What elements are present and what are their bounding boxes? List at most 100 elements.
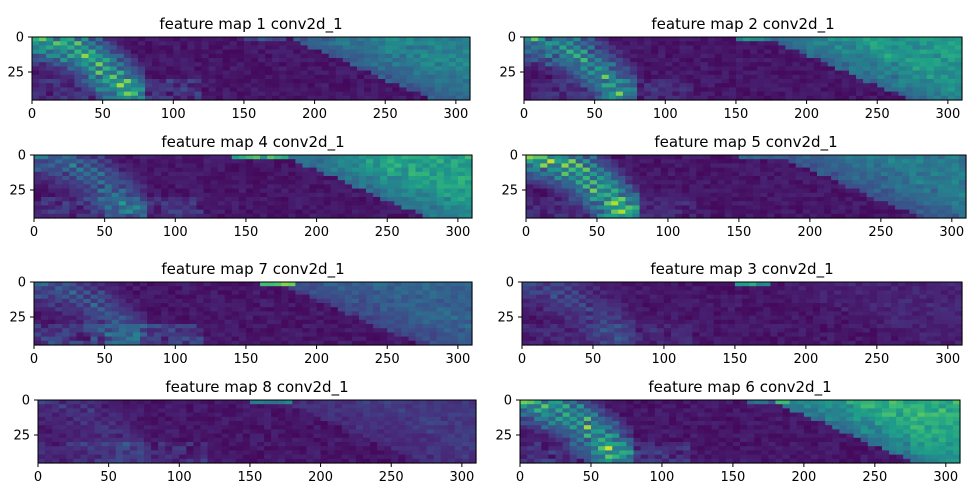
heatmap-cell <box>258 49 266 55</box>
heatmap-cell <box>302 167 311 173</box>
heatmap-cell <box>415 205 424 211</box>
heatmap-cell <box>380 180 388 185</box>
heatmap-cell <box>693 58 702 63</box>
heatmap-cell <box>137 83 146 88</box>
heatmap-cell <box>689 155 697 160</box>
heatmap-cell <box>700 91 709 97</box>
heatmap-cell <box>394 201 402 206</box>
heatmap-cell <box>434 37 443 42</box>
heatmap-cell <box>441 91 450 97</box>
heatmap-cell <box>834 70 843 76</box>
heatmap-cell <box>678 290 686 296</box>
heatmap-cell <box>413 74 422 80</box>
heatmap-cell <box>891 53 900 59</box>
heatmap-cell <box>159 79 167 84</box>
heatmap-cell <box>651 41 659 46</box>
heatmap-cell <box>573 45 582 51</box>
heatmap-cell <box>281 328 289 333</box>
heatmap-cell <box>161 192 169 198</box>
heatmap-cell <box>48 213 56 219</box>
heatmap-cell <box>154 307 162 312</box>
heatmap-cell <box>738 176 747 181</box>
heatmap-cell <box>611 180 619 185</box>
heatmap-cell <box>125 290 134 296</box>
heatmap-cell <box>947 70 956 76</box>
heatmap-cell <box>351 155 360 160</box>
heatmap-cell <box>792 83 801 88</box>
heatmap-cell <box>604 180 612 185</box>
heatmap-cell <box>764 45 772 51</box>
heatmap-cell <box>203 171 212 177</box>
heatmap-cell <box>245 155 254 160</box>
heatmap-cell <box>394 282 402 287</box>
heatmap-cell <box>710 188 719 194</box>
panel-title: feature map 5 conv2d_1 <box>654 133 837 152</box>
heatmap-cell <box>806 49 815 55</box>
heatmap-cell <box>743 41 751 46</box>
heatmap-cell <box>824 197 832 202</box>
heatmap-cell <box>229 74 238 80</box>
heatmap-cell <box>750 37 758 42</box>
heatmap-cell <box>448 45 457 51</box>
heatmap-cell <box>316 311 325 317</box>
heatmap-cell <box>887 180 896 185</box>
heatmap-cell <box>97 192 106 198</box>
heatmap-cell <box>302 303 311 308</box>
heatmap-cell <box>926 58 935 63</box>
heatmap-cell <box>243 74 252 80</box>
heatmap-cell <box>926 83 935 88</box>
heatmap-cell <box>69 176 77 181</box>
heatmap-cell <box>778 45 786 51</box>
heatmap-cell <box>373 192 381 198</box>
heatmap-cell <box>118 159 127 164</box>
heatmap-cell <box>450 286 459 291</box>
heatmap-cell <box>83 163 92 169</box>
heatmap-cell <box>554 197 563 202</box>
heatmap-cell <box>253 176 261 181</box>
heatmap-cell <box>83 155 92 160</box>
heatmap-cell <box>827 37 836 42</box>
heatmap-cell <box>767 155 775 160</box>
heatmap-cell <box>434 49 443 55</box>
heatmap-cell <box>408 155 417 160</box>
heatmap-cell <box>243 41 252 46</box>
heatmap-cell <box>457 209 466 215</box>
heatmap-cell <box>795 205 804 211</box>
heatmap-cell <box>891 286 899 291</box>
heatmap-cell <box>827 286 835 291</box>
heatmap-cell <box>693 95 702 101</box>
heatmap-cell <box>238 311 247 317</box>
heatmap-cell <box>531 62 539 67</box>
heatmap-cell <box>767 201 775 206</box>
heatmap-cell <box>898 290 906 296</box>
heatmap-cell <box>328 83 337 88</box>
heatmap-cell <box>717 197 726 202</box>
heatmap-cell <box>923 163 932 169</box>
heatmap-cell <box>665 53 673 59</box>
heatmap-cell <box>394 298 402 304</box>
heatmap-cell <box>34 171 42 177</box>
heatmap-cell <box>601 66 610 72</box>
heatmap-cell <box>792 70 801 76</box>
heatmap-cell <box>314 58 323 63</box>
heatmap-cell <box>778 58 786 63</box>
heatmap-cell <box>196 180 205 185</box>
heatmap-cell <box>682 163 690 169</box>
heatmap-cell <box>147 311 155 317</box>
heatmap-cell <box>69 155 77 160</box>
heatmap-cell <box>422 167 431 173</box>
heatmap-cell <box>954 37 963 42</box>
heatmap-cell <box>533 171 541 177</box>
heatmap-cell <box>947 290 956 296</box>
heatmap-cell <box>104 290 113 296</box>
heatmap-cell <box>152 70 160 76</box>
heatmap-cell <box>217 328 226 333</box>
heatmap-cell <box>260 197 268 202</box>
heatmap-cell <box>245 180 254 185</box>
heatmap-cell <box>154 155 162 160</box>
heatmap-cell <box>309 340 318 346</box>
heatmap-cell <box>916 167 925 173</box>
heatmap-cell <box>663 294 672 300</box>
heatmap-cell <box>281 336 289 342</box>
heatmap-cell <box>118 171 127 177</box>
